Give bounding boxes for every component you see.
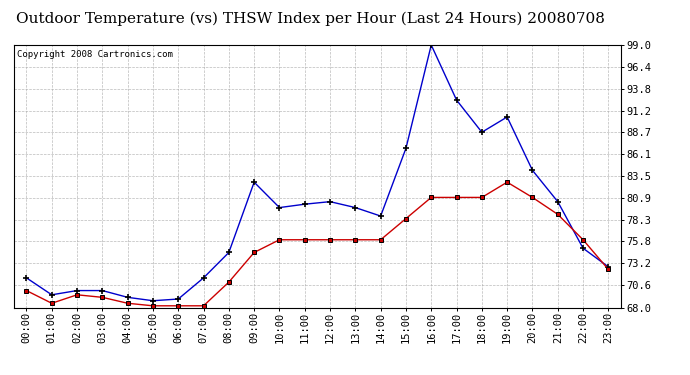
Text: Outdoor Temperature (vs) THSW Index per Hour (Last 24 Hours) 20080708: Outdoor Temperature (vs) THSW Index per … — [16, 11, 605, 26]
Text: Copyright 2008 Cartronics.com: Copyright 2008 Cartronics.com — [17, 50, 172, 59]
